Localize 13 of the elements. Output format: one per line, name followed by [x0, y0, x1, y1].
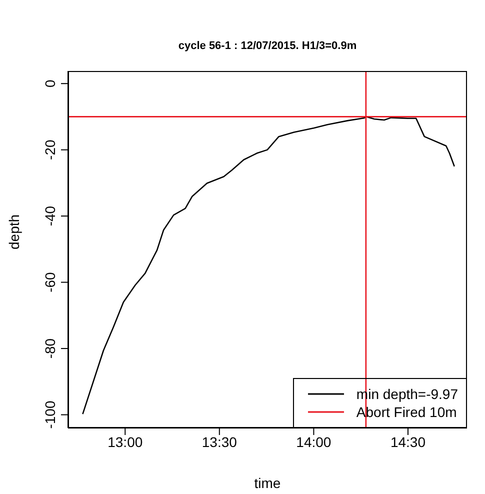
y-axis-title: depth [6, 214, 22, 250]
x-axis-title: time [254, 475, 281, 491]
y-tick-label: -80 [42, 338, 58, 359]
x-tick-label: 13:30 [202, 434, 238, 450]
x-tick-label: 14:30 [390, 434, 426, 450]
y-tick-label: -20 [42, 139, 58, 160]
y-tick-label: 0 [42, 79, 58, 88]
chart-title: cycle 56-1 : 12/07/2015. H1/3=0.9m [177, 40, 358, 52]
y-tick-label: -60 [42, 272, 58, 292]
x-tick-label: 13:00 [108, 434, 143, 450]
y-tick-label: -40 [42, 206, 58, 226]
y-tick-label: -100 [42, 400, 58, 429]
x-tick-label: 14:00 [296, 434, 332, 450]
